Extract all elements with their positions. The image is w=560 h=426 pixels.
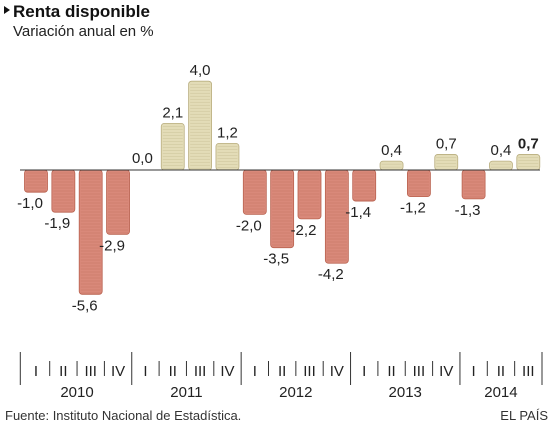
bar xyxy=(78,169,103,295)
value-label: 4,0 xyxy=(190,62,211,79)
tick-label: I xyxy=(143,363,147,380)
source-note: Fuente: Instituto Nacional de Estadístic… xyxy=(5,408,241,423)
chart-subtitle: Variación anual en % xyxy=(13,23,154,40)
tick-label: III xyxy=(84,363,97,380)
value-label: 0,7 xyxy=(518,135,539,152)
tick-label: II xyxy=(278,363,286,380)
bar xyxy=(51,169,76,213)
tick-label: IV xyxy=(330,363,344,380)
value-label: -4,2 xyxy=(318,266,344,283)
year-label: 2010 xyxy=(60,384,93,401)
tick-label: IV xyxy=(111,363,125,380)
chart-title: Renta disponible xyxy=(13,2,150,21)
tick-label: I xyxy=(472,363,476,380)
bar xyxy=(516,154,541,171)
value-label: -1,3 xyxy=(455,202,481,219)
bar xyxy=(489,160,513,171)
value-label: 0,4 xyxy=(491,142,512,159)
tick-label: II xyxy=(169,363,177,380)
tick-label: IV xyxy=(439,363,453,380)
value-label: -1,4 xyxy=(345,204,371,221)
x-axis: I II III IV I II III IV I II III IV I II III IV I II III20… xyxy=(19,352,543,401)
value-labels: -1,0-1,9 -5,6 -2,9 0,0 2,1 4,0 1,2 -2,0-3,5-2,2… xyxy=(17,62,539,314)
value-label: -1,2 xyxy=(400,200,426,217)
tick-label: III xyxy=(413,363,426,380)
bar xyxy=(270,169,295,249)
year-label: 2013 xyxy=(389,384,422,401)
year-label: 2014 xyxy=(484,384,517,401)
publisher-credit: EL PAÍS xyxy=(500,408,548,423)
bar xyxy=(188,80,213,171)
bar xyxy=(406,169,431,198)
bar xyxy=(24,169,48,193)
bar xyxy=(379,160,404,171)
value-label: 2,1 xyxy=(162,104,183,121)
value-label: 0,7 xyxy=(436,135,457,152)
bar xyxy=(242,169,267,215)
bar xyxy=(461,169,486,200)
tick-label: III xyxy=(303,363,316,380)
value-label: -1,9 xyxy=(44,215,70,232)
bar xyxy=(352,169,377,202)
tick-label: I xyxy=(253,363,257,380)
bar xyxy=(160,122,185,171)
value-label: -2,0 xyxy=(236,217,262,234)
value-label: 0,4 xyxy=(381,142,402,159)
value-label: -5,6 xyxy=(72,297,98,314)
bar xyxy=(297,169,322,220)
bar xyxy=(215,142,240,171)
bar xyxy=(106,169,130,235)
bar xyxy=(434,154,459,171)
value-label: 0,0 xyxy=(132,150,153,167)
tick-label: I xyxy=(362,363,366,380)
value-label: -2,2 xyxy=(291,222,317,239)
value-label: -2,9 xyxy=(99,237,125,254)
year-label: 2012 xyxy=(279,384,312,401)
value-label: -3,5 xyxy=(263,251,289,268)
tick-label: II xyxy=(59,363,67,380)
tick-label: II xyxy=(497,363,505,380)
tick-label: IV xyxy=(220,363,234,380)
tick-label: II xyxy=(387,363,395,380)
tick-label: III xyxy=(522,363,535,380)
value-label: 1,2 xyxy=(217,124,238,141)
value-label: -1,0 xyxy=(17,195,43,212)
tick-label: I xyxy=(34,363,38,380)
tick-label: III xyxy=(194,363,207,380)
title-bullet-icon xyxy=(4,6,10,14)
bars xyxy=(24,80,541,295)
year-label: 2011 xyxy=(170,384,202,401)
